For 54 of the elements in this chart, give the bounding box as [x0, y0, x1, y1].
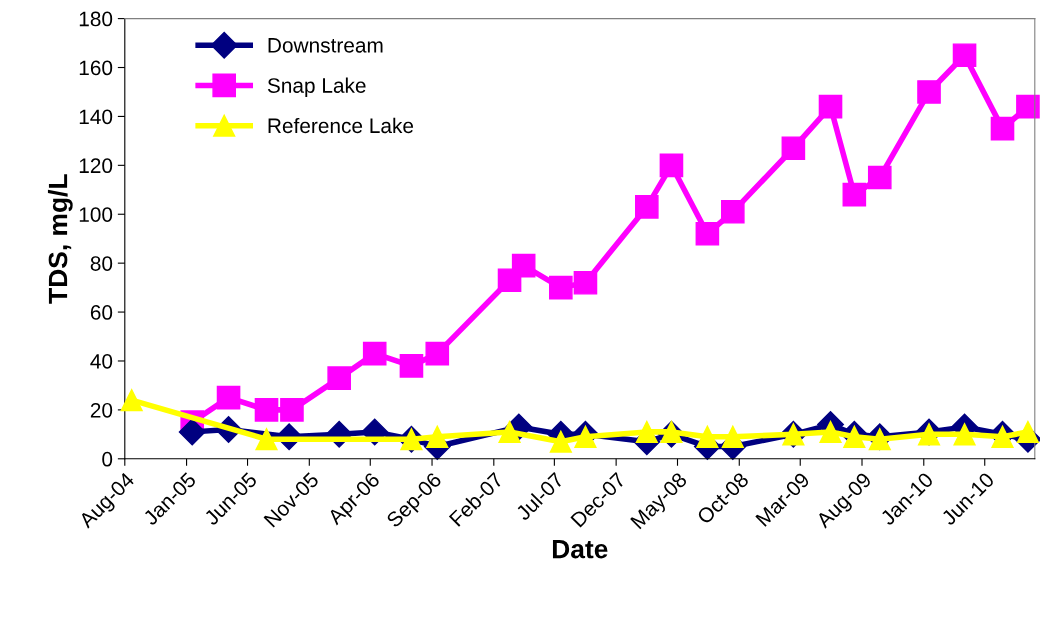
point [426, 425, 449, 448]
point [574, 425, 597, 448]
point [573, 270, 598, 295]
x-axis-title: Date [552, 539, 608, 559]
point [990, 116, 1015, 141]
point [952, 43, 977, 68]
point [635, 420, 658, 444]
point [635, 195, 659, 219]
point [425, 341, 450, 366]
point [549, 430, 572, 453]
point [178, 418, 206, 446]
point [280, 398, 304, 422]
y-tick-label: 180 [79, 11, 113, 27]
point [868, 428, 891, 451]
point [120, 388, 143, 412]
point [659, 153, 684, 178]
point [399, 354, 424, 378]
point [917, 80, 941, 104]
point [498, 420, 521, 444]
y-tick-label: 20 [90, 402, 113, 418]
point [953, 423, 976, 446]
legend-label: Snap Lake [267, 77, 366, 98]
point [721, 425, 744, 448]
legend-label: Reference Lake [268, 117, 414, 134]
point [818, 94, 843, 119]
point [216, 385, 241, 410]
point [867, 165, 892, 190]
point [781, 136, 806, 161]
legend-label: Downstream [268, 38, 383, 53]
point [695, 222, 720, 246]
point [917, 423, 941, 446]
y-tick-label: 40 [90, 353, 113, 369]
point [511, 253, 536, 278]
point [819, 420, 842, 444]
point [696, 425, 719, 448]
point [549, 275, 573, 300]
y-tick-label: 140 [79, 109, 113, 125]
y-tick-label: 80 [90, 256, 113, 271]
point [254, 398, 279, 422]
point [842, 182, 867, 207]
point [991, 425, 1014, 448]
y-axis-title: TDS, mg/L [47, 174, 73, 304]
point [1016, 420, 1040, 444]
y-tick-label: 120 [79, 158, 113, 174]
point [255, 428, 278, 451]
point [843, 425, 866, 448]
point [327, 366, 351, 390]
y-tick-label: 100 [79, 207, 113, 222]
point [1016, 94, 1040, 119]
y-tick-label: 60 [90, 305, 113, 320]
point [362, 341, 387, 366]
y-tick-label: 160 [79, 60, 113, 76]
y-tick-label: 0 [102, 451, 113, 467]
point [721, 199, 745, 224]
